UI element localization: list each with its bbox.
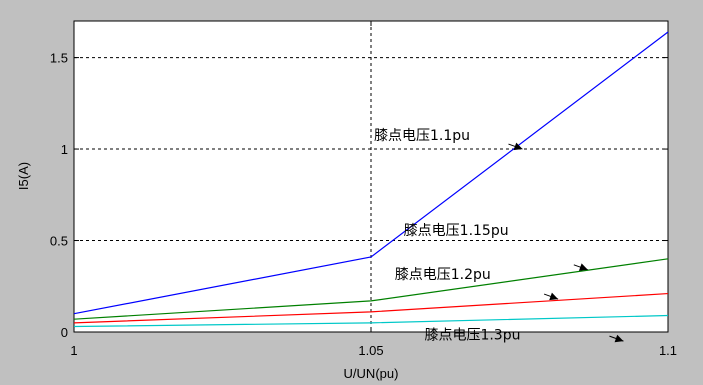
annotation-group: 膝点电压1.1pu 膝点电压1.15pu 膝点电压1.2pu 膝点电压1.3pu bbox=[374, 128, 624, 343]
x-tick-label: 1.05 bbox=[358, 343, 383, 358]
annotation-label-2: 膝点电压1.15pu bbox=[404, 223, 509, 239]
series-line-1 bbox=[73, 31, 669, 315]
grid bbox=[74, 21, 668, 332]
annotation-arrowhead-2 bbox=[578, 263, 588, 271]
tick-group: 1 1.05 1.1 0 0.5 1 1.5 bbox=[50, 21, 677, 358]
y-tick-label: 0.5 bbox=[50, 234, 68, 249]
x-tick-label: 1 bbox=[70, 343, 77, 358]
series-line-2 bbox=[73, 258, 669, 320]
annotation-arrowhead-4 bbox=[614, 334, 624, 343]
series-line-3 bbox=[73, 292, 669, 324]
series-group bbox=[73, 31, 669, 328]
annotation-label-3: 膝点电压1.2pu bbox=[395, 267, 491, 283]
annotation-label-4: 膝点电压1.3pu bbox=[424, 327, 520, 343]
y-tick-label: 1 bbox=[61, 142, 68, 157]
y-tick-label: 0 bbox=[61, 325, 68, 340]
annotation-arrowhead-1 bbox=[513, 142, 523, 151]
annotation-label-1: 膝点电压1.1pu bbox=[374, 128, 470, 144]
y-tick-label: 1.5 bbox=[50, 51, 68, 66]
series-line-4 bbox=[73, 314, 669, 328]
x-tick-label: 1.1 bbox=[659, 343, 677, 358]
annotation-arrowhead-3 bbox=[549, 292, 559, 301]
y-axis-label: I5(A) bbox=[16, 162, 31, 190]
x-axis-label: U/UN(pu) bbox=[344, 366, 399, 381]
